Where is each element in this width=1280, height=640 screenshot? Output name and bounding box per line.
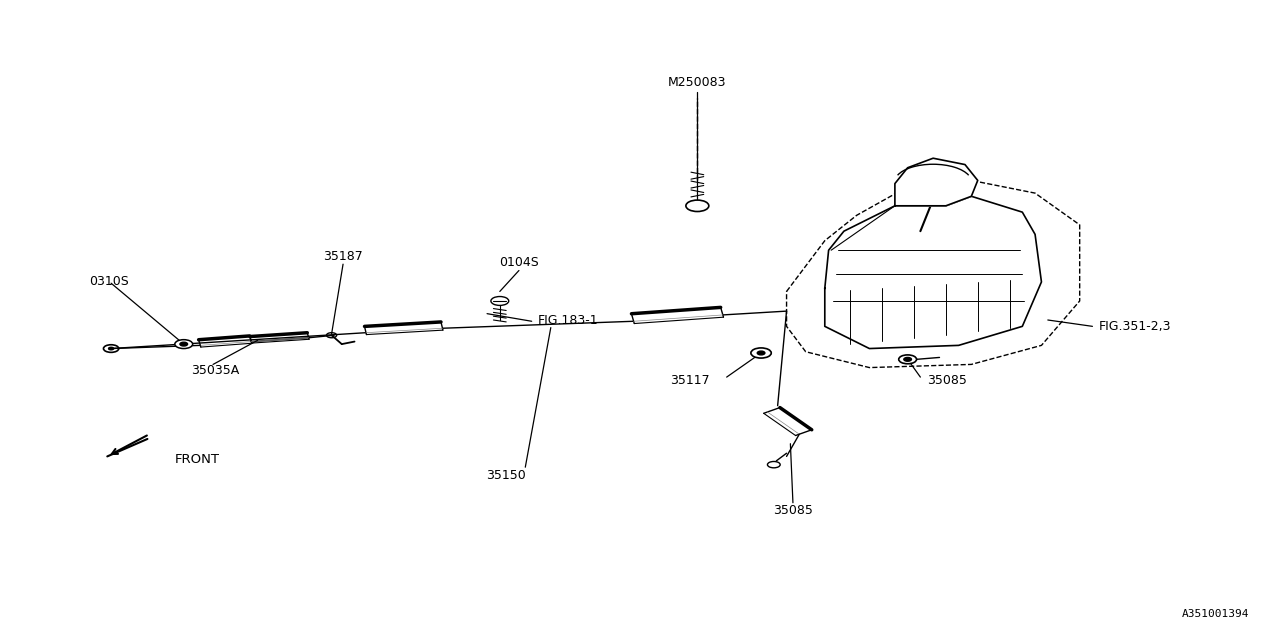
Text: FIG.351-2,3: FIG.351-2,3: [1098, 320, 1171, 333]
Circle shape: [904, 357, 911, 361]
Text: 35085: 35085: [773, 504, 813, 517]
Circle shape: [175, 340, 193, 349]
Circle shape: [109, 348, 114, 350]
Text: FRONT: FRONT: [175, 453, 220, 466]
Circle shape: [899, 355, 916, 364]
Polygon shape: [824, 196, 1042, 349]
Text: 35187: 35187: [323, 250, 364, 263]
Circle shape: [751, 348, 772, 358]
Text: 35150: 35150: [486, 469, 526, 482]
Circle shape: [180, 342, 188, 346]
Text: 0104S: 0104S: [499, 257, 539, 269]
Text: 0310S: 0310S: [90, 275, 129, 289]
Text: 35035A: 35035A: [192, 364, 239, 377]
Polygon shape: [895, 158, 978, 206]
Text: A351001394: A351001394: [1181, 609, 1249, 620]
Text: FIG.183-1: FIG.183-1: [538, 314, 599, 326]
Circle shape: [686, 200, 709, 211]
Circle shape: [758, 351, 765, 355]
Text: 35085: 35085: [927, 374, 966, 387]
Text: 35117: 35117: [671, 374, 710, 387]
Circle shape: [492, 296, 508, 305]
Text: M250083: M250083: [668, 76, 727, 88]
